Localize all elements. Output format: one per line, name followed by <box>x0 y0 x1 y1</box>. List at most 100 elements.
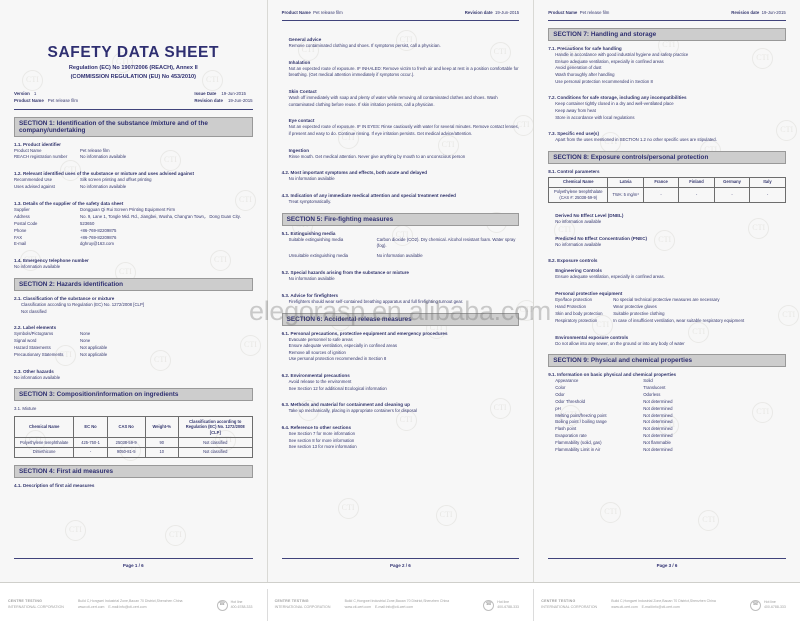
section-8-1-title: 8.1. Control parameters <box>548 168 600 174</box>
property-label: Melting point/freezing point <box>555 412 607 418</box>
product-name-value: Pet release film <box>579 10 610 15</box>
field-value: None <box>80 338 91 344</box>
table-header-row: Chemical Name Latvia France Finland Germ… <box>548 176 786 188</box>
subtitle-line-1: Regulation (EC) No 1907/2006 (REACH), An… <box>68 65 198 71</box>
first-aid-inhalation-text: Not an expected route of exposure. IF IN… <box>288 65 519 78</box>
property-label: Color <box>555 385 566 391</box>
section-2-2-title: 2.2. Label elements <box>14 325 57 331</box>
th-weight-pct: Weight-% <box>144 416 179 439</box>
cell-weight-pct: 10 <box>144 446 179 458</box>
field-value: Dongguan Qi Rui Screen Printing Equipmen… <box>80 207 176 213</box>
section-6-1-line: Evacuate personnel to safe areas <box>288 336 353 342</box>
section-2-heading: SECTION 2: Hazards identification <box>14 277 253 291</box>
property-value: Not determined <box>643 398 673 404</box>
section-7-1-line: Wash thoroughly after handling <box>555 71 615 77</box>
property-value: Translucent <box>643 385 666 391</box>
cell-classification: Not classified <box>177 437 253 448</box>
field-value: No information available <box>376 253 423 259</box>
field-value: Not applicable <box>80 351 108 357</box>
table-header-row: Chemical Name EC No CAS No Weight-% Clas… <box>13 416 253 439</box>
cell-ec-no: 425-750-1 <box>73 437 108 448</box>
product-name-value: Pet release film <box>313 10 343 15</box>
section-7-3-title: 7.3. Specific end use(s) <box>548 131 599 137</box>
section-5-heading: SECTION 5: Fire-fighting measures <box>281 212 520 226</box>
section-7-1-line: Ensure adequate ventilation, especially … <box>555 58 664 64</box>
field-label: Supplier <box>14 207 30 213</box>
field-label: Hazard Statements <box>14 345 51 350</box>
company-brand: CENTRE TESTING INTERNATIONAL CORPORATION <box>275 599 337 611</box>
company-web: www.cti-cert.com <box>611 605 638 609</box>
property-value: Not determined <box>643 426 673 432</box>
section-6-1-line: Use personal protection recommended in S… <box>288 356 387 362</box>
section-5-1-title: 5.1. Extinguishing media <box>281 230 336 236</box>
company-footer-page2: CENTRE TESTING INTERNATIONAL CORPORATION… <box>267 583 550 627</box>
footer-divider <box>548 558 786 559</box>
hotline-value: 400-6788-333 <box>763 605 786 609</box>
composition-table: Chemical Name EC No CAS No Weight-% Clas… <box>13 416 253 458</box>
table-row: Polyethylene terephthalate (CAS #: 25038… <box>548 186 786 204</box>
field-value: No information available <box>80 184 127 190</box>
company-brand-line-1: CENTRE TESTING <box>541 599 576 604</box>
property-label: Flammability Limit in Air <box>555 446 601 452</box>
th-latvia: Latvia <box>607 176 644 188</box>
section-7-1-line: Avoid generation of dust <box>555 65 602 71</box>
footer-divider <box>14 558 253 559</box>
company-email: E-mail:info@cti-cert.com <box>108 605 147 609</box>
company-email: E-mail:info@cti-cert.com <box>374 605 414 609</box>
cell-germany: - <box>713 186 751 204</box>
company-address-line: Build C,Hongwei Industrial Zone,Baoan 70… <box>78 599 183 604</box>
company-brand-line-2: INTERNATIONAL CORPORATION <box>8 605 64 609</box>
version-value: 1 <box>33 91 37 97</box>
page-number: Page 1 / 6 <box>122 563 144 568</box>
section-6-3-line: Take up mechanically, placing in appropr… <box>288 408 418 414</box>
pnec-title: Predicted No Effect Concentration (PNEC) <box>555 235 648 241</box>
company-web: www.cti-cert.com <box>344 605 372 609</box>
field-label: FAX <box>14 234 23 240</box>
sds-page-3: CTI CTI CTI CTI CTI CTI CTI CTI CTI CTI … <box>533 0 800 627</box>
section-4-heading: SECTION 4: First aid measures <box>14 464 253 478</box>
engineering-controls-title: Engineering Controls <box>555 268 602 274</box>
th-finland: Finland <box>678 176 715 188</box>
hotline-value: 400-6788-333 <box>230 605 253 609</box>
table-row: Dimethicone - 9050-81-5 10 Not classifie… <box>13 446 253 458</box>
section-2-1-title: 2.1. Classification of the substance or … <box>14 295 115 301</box>
exposure-limits-table: Chemical Name Latvia France Finland Germ… <box>548 176 786 204</box>
cell-cas-no: 9050-81-5 <box>106 446 146 458</box>
field-label: Hand Protection <box>555 303 587 309</box>
property-label: Evaporation rate <box>555 433 587 439</box>
section-2-3-text: No information available <box>14 374 61 380</box>
company-brand-line-1: CENTRE TESTING <box>8 599 43 604</box>
running-header-page3: Product Name Pet release film Revision d… <box>548 8 786 16</box>
field-value: No special technical protective measures… <box>613 297 720 303</box>
section-6-2-title: 6.2. Environmental precautions <box>281 373 350 379</box>
field-value: Silk screen printing and offset printing <box>80 177 152 183</box>
company-brand-line-2: INTERNATIONAL CORPORATION <box>274 605 331 609</box>
section-6-1-line: Ensure adequate ventilation, especially … <box>288 343 398 349</box>
company-footer-band: CENTRE TESTING INTERNATIONAL CORPORATION… <box>0 582 800 627</box>
field-value: No information available <box>80 154 127 160</box>
th-france: France <box>642 176 680 188</box>
company-email: E-mail:info@cti-cert.com <box>641 605 680 609</box>
table-row: Polyethylene terephthalate 425-750-1 250… <box>13 437 253 448</box>
cell-chemical-name: Polyethylene terephthalate (CAS #: 25038… <box>548 186 609 204</box>
field-value: No. 9, Lane 1, Tongle Mid. Rd., Jiangbei… <box>80 213 241 219</box>
revision-date-value: 19-Jun-2015 <box>761 10 786 15</box>
section-6-2-line: Avoid release to the environment <box>288 379 352 385</box>
field-label: Recommended Use <box>14 177 52 183</box>
section-2-3-title: 2.3. Other hazards <box>14 368 54 374</box>
first-aid-general-text: Remove contaminated clothing and shoes. … <box>288 43 441 49</box>
property-value: Solid <box>643 378 653 384</box>
section-6-4-line: See section 8 for more information <box>288 437 355 443</box>
property-value: Not determined <box>643 433 673 439</box>
first-aid-inhalation-title: Inhalation <box>288 59 311 65</box>
property-value: Not determined <box>643 446 673 452</box>
ppe-title: Personal protective equipment <box>555 291 623 297</box>
cell-ec-no: - <box>73 446 108 458</box>
section-6-heading: SECTION 6: Accidental release measures <box>281 312 520 326</box>
section-1-4-text: No information available <box>14 264 61 270</box>
cell-finland: - <box>678 186 715 204</box>
phone-icon: ☎ <box>216 599 228 611</box>
field-label: Skin and body protection <box>555 310 603 316</box>
property-label: pH <box>555 405 561 411</box>
first-aid-ingestion-text: Rinse mouth. Get medical attention. Neve… <box>288 153 466 159</box>
